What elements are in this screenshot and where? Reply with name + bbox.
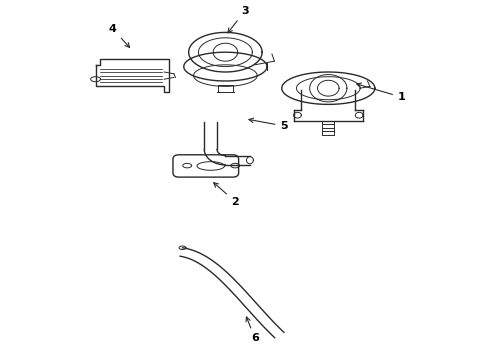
Text: 3: 3 [228, 6, 249, 33]
Text: 4: 4 [109, 24, 129, 48]
Text: 1: 1 [357, 83, 406, 102]
Text: 2: 2 [214, 183, 239, 207]
Text: 5: 5 [249, 118, 288, 131]
Text: 6: 6 [246, 317, 259, 343]
